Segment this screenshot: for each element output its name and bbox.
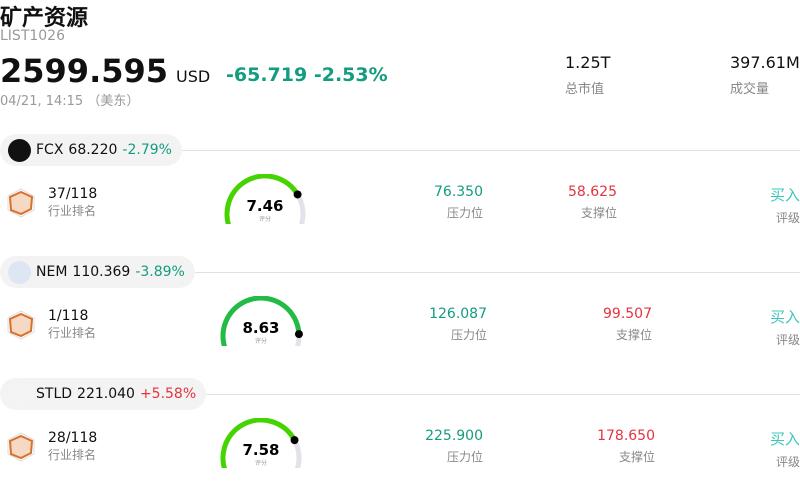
currency: USD: [176, 67, 211, 86]
ticker: NEM: [36, 264, 68, 280]
resistance-label: 压力位: [446, 450, 483, 464]
stock-header[interactable]: STLD 221.040 +5.58%: [0, 378, 207, 410]
change-value: -65.719: [226, 64, 308, 86]
rank-label: 行业排名: [48, 326, 97, 340]
stock-card[interactable]: NEM 110.369 -3.89% 1/118 行业排名 8.63 评分 126.…: [0, 252, 800, 374]
resistance-value: 76.350: [434, 184, 483, 200]
market-cap-value: 1.25T: [565, 53, 611, 72]
market-cap: 1.25T 总市值: [565, 53, 610, 97]
ticker: STLD: [36, 386, 73, 402]
support: 178.650 支撑位: [597, 428, 655, 465]
gauge-marker: [290, 436, 299, 445]
score-value: 7.46: [246, 197, 283, 215]
company-logo-icon: [8, 260, 31, 284]
ticker: FCX: [36, 142, 64, 158]
score-label: 评分: [259, 215, 271, 223]
stock-change: +5.58%: [139, 386, 197, 402]
rating[interactable]: 买入 评级: [770, 184, 800, 226]
industry-rank: 1/118 行业排名: [48, 308, 96, 341]
company-logo-icon: [8, 382, 31, 406]
support-value: 99.507: [603, 306, 652, 322]
stock-price: 221.040: [77, 386, 135, 402]
radar-icon: [7, 432, 35, 462]
divider: [180, 150, 800, 151]
volume: 397.61M 成交量: [730, 53, 800, 97]
radar-icon: [7, 310, 35, 340]
support-label: 支撑位: [618, 450, 655, 464]
rating-label: 评级: [775, 455, 800, 469]
industry-rank: 28/118 行业排名: [48, 430, 97, 463]
resistance: 76.350 压力位: [434, 184, 483, 221]
timestamp: 04/21, 14:15 （美东）: [0, 94, 140, 109]
page-title: 矿产资源: [0, 6, 89, 31]
divider: [190, 272, 800, 273]
rating-label: 评级: [775, 211, 800, 225]
support-label: 支撑位: [580, 206, 617, 220]
stock-card[interactable]: FCX 68.220 -2.79% 37/118 行业排名 7.46 评分 76.3…: [0, 130, 800, 252]
radar-icon: [7, 188, 35, 218]
gauge-fill: [220, 418, 298, 468]
resistance-label: 压力位: [450, 328, 487, 342]
change-percent: -2.53%: [313, 64, 388, 86]
resistance: 225.900 压力位: [425, 428, 483, 465]
rank-value: 37/118: [48, 186, 98, 202]
rank-label: 行业排名: [48, 204, 97, 218]
rating-label: 评级: [775, 333, 800, 347]
divider: [202, 394, 800, 395]
stock-change: -2.79%: [122, 142, 172, 158]
volume-label: 成交量: [730, 82, 770, 97]
resistance: 126.087 压力位: [429, 306, 487, 343]
rating-button[interactable]: 买入: [769, 186, 800, 204]
rating[interactable]: 买入 评级: [770, 428, 800, 470]
resistance-value: 126.087: [429, 306, 487, 322]
gauge-marker: [294, 330, 303, 339]
score-label: 评分: [255, 459, 267, 467]
support: 99.507 支撑位: [603, 306, 652, 343]
market-cap-label: 总市值: [565, 82, 605, 97]
score-value: 7.58: [242, 441, 279, 459]
support-value: 178.650: [597, 428, 655, 444]
stock-change: -3.89%: [135, 264, 185, 280]
stock-price: 110.369: [72, 264, 131, 280]
rating[interactable]: 买入 评级: [770, 306, 800, 348]
price-change: -65.719 -2.53%: [226, 64, 388, 86]
rating-button[interactable]: 买入: [769, 308, 800, 326]
industry-rank: 37/118 行业排名: [48, 186, 97, 219]
stock-header[interactable]: FCX 68.220 -2.79%: [0, 134, 182, 166]
rating-button[interactable]: 买入: [769, 430, 800, 448]
score-value: 8.63: [242, 319, 279, 337]
volume-value: 397.61M: [730, 53, 800, 72]
rank-label: 行业排名: [48, 448, 97, 462]
company-logo-icon: [8, 138, 31, 162]
list-code: LIST1026: [0, 28, 65, 44]
resistance-value: 225.900: [425, 428, 483, 444]
gauge-fill: [224, 174, 301, 224]
rank-value: 28/118: [48, 430, 98, 446]
index-price: 2599.595: [0, 52, 169, 90]
stock-card[interactable]: STLD 221.040 +5.58% 28/118 行业排名 7.58 评分 22…: [0, 374, 800, 496]
support: 58.625 支撑位: [568, 184, 617, 221]
stock-price: 68.220: [68, 142, 118, 158]
resistance-label: 压力位: [446, 206, 483, 220]
gauge-marker: [293, 190, 302, 199]
score-label: 评分: [255, 337, 267, 345]
rank-value: 1/118: [48, 308, 89, 324]
support-label: 支撑位: [615, 328, 652, 342]
stock-header[interactable]: NEM 110.369 -3.89%: [0, 256, 195, 288]
support-value: 58.625: [568, 184, 617, 200]
gauge-fill: [220, 296, 302, 346]
